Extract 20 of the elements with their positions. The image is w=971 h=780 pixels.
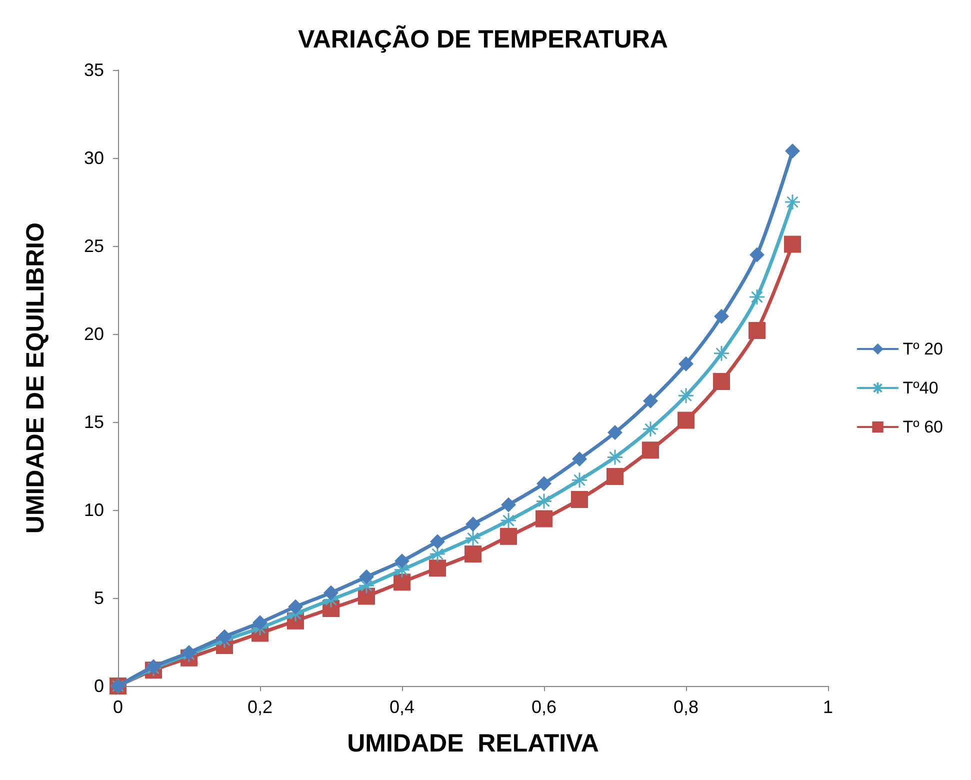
- legend-label: Tº40: [902, 378, 938, 398]
- y-tick-label: 25: [84, 236, 104, 256]
- x-tick-label: 0,2: [247, 697, 273, 717]
- x-tick-label: 0: [112, 697, 124, 717]
- legend-label: Tº 20: [902, 340, 944, 358]
- chart-title: VARIAÇÃO DE TEMPERATURA: [298, 24, 668, 54]
- y-tick-label: 5: [94, 588, 104, 608]
- x-tick-label: 0,8: [673, 697, 699, 717]
- x-tick-label: 1: [822, 697, 834, 717]
- y-axis-title: UMIDADE DE EQUILIBRIO: [22, 222, 50, 534]
- x-tick-label: 0,6: [531, 697, 557, 717]
- x-axis-title: UMIDADE RELATIVA: [347, 730, 599, 758]
- y-tick-label: 0: [94, 676, 104, 696]
- y-tick-label: 15: [84, 412, 104, 432]
- x-tick-label: 0,4: [389, 697, 415, 717]
- y-tick-label: 10: [84, 500, 104, 520]
- legend-label: Tº 60: [902, 418, 944, 436]
- y-tick-label: 20: [84, 324, 104, 344]
- y-tick-label: 35: [84, 60, 104, 80]
- y-tick-label: 30: [84, 148, 104, 168]
